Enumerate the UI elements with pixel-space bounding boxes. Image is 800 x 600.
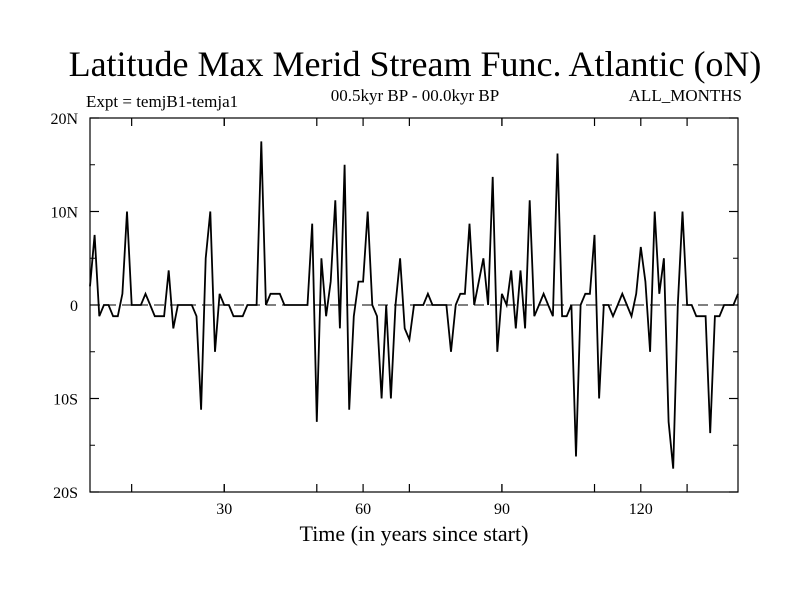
series-line [89,141,739,469]
y-tick-label: 20N [50,111,78,128]
x-tick-label: 60 [355,501,371,518]
months-label: ALL_MONTHS [628,86,742,105]
y-tick-label: 0 [70,298,78,315]
chart-title: Latitude Max Merid Stream Func. Atlantic… [68,44,762,84]
y-tick-label: 10N [50,205,78,222]
y-tick-label: 10S [53,392,78,409]
x-tick-label: 90 [494,501,510,518]
experiment-label: Expt = temjB1-temja1 [86,92,239,111]
x-axis-label: Time (in years since start) [299,521,529,546]
y-tick-label: 20S [53,485,78,502]
period-label: 00.5kyr BP - 00.0kyr BP [330,86,500,105]
x-tick-label: 30 [216,501,232,518]
x-tick-label: 120 [629,501,653,518]
